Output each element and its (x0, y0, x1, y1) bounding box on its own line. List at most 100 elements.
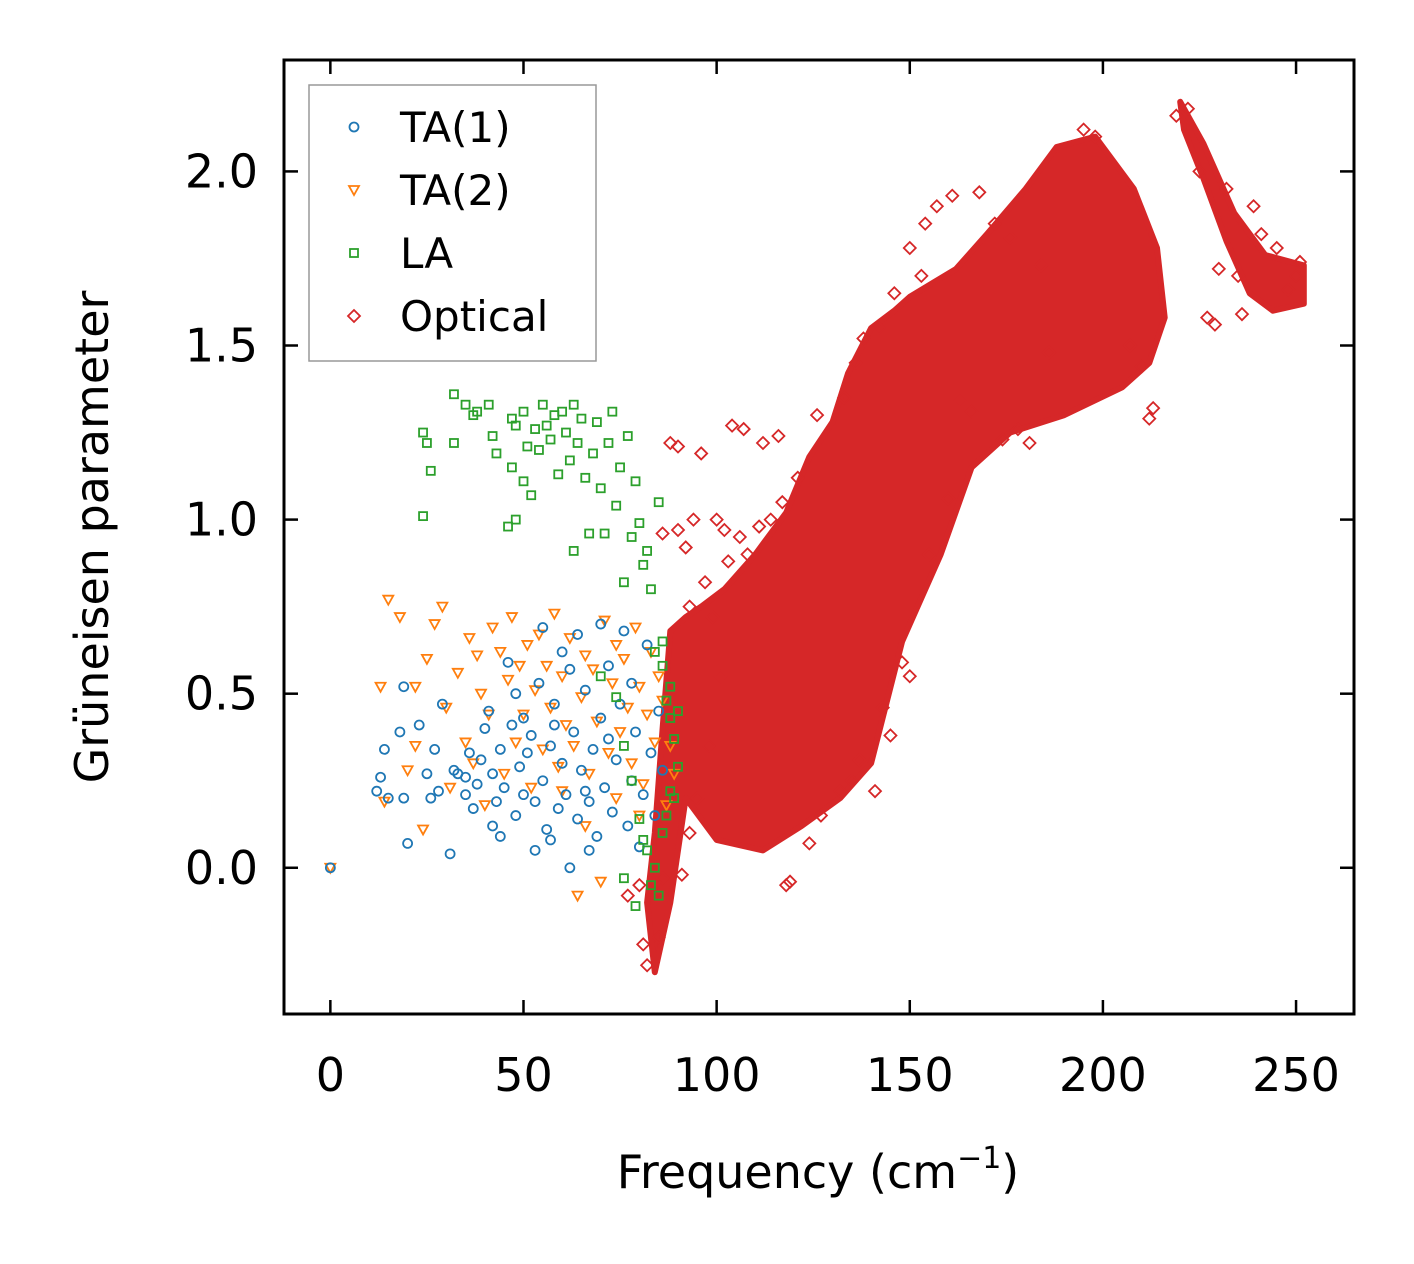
data-point (579, 684, 591, 696)
data-point (632, 681, 646, 694)
data-point (1288, 268, 1304, 284)
data-point (632, 810, 646, 823)
data-point (609, 793, 623, 805)
data-point (871, 320, 887, 336)
data-point (506, 719, 518, 731)
data-point (622, 820, 634, 832)
series-ta-1- (324, 618, 668, 874)
data-point (665, 713, 676, 723)
data-point (429, 743, 441, 755)
data-point (371, 785, 383, 797)
data-point (549, 410, 560, 421)
data-point (1002, 230, 1018, 245)
data-point (510, 688, 522, 700)
data-point (720, 554, 736, 569)
data-point (1145, 400, 1161, 416)
data-point (630, 901, 641, 911)
data-point (572, 813, 583, 825)
data-point (832, 783, 848, 799)
data-point (648, 737, 662, 750)
data-point (625, 758, 639, 771)
data-point (852, 752, 867, 768)
data-point (460, 789, 471, 801)
data-point (460, 399, 471, 410)
data-point (635, 937, 651, 952)
data-point (555, 786, 569, 799)
data-point (724, 418, 740, 433)
data-point (709, 512, 724, 527)
legend-marker-ta-1- (348, 121, 360, 133)
data-point (466, 758, 480, 771)
data-point (578, 821, 592, 833)
data-point (628, 622, 643, 635)
data-point (420, 653, 434, 666)
x-tick-label: 50 (494, 1048, 553, 1102)
data-point (541, 420, 552, 431)
data-point (587, 743, 599, 755)
data-point (606, 806, 618, 818)
legend-label: LA (400, 229, 453, 278)
data-point (875, 700, 891, 715)
data-point (510, 810, 522, 821)
data-point (619, 741, 629, 751)
data-point (483, 399, 494, 410)
data-point (713, 668, 728, 684)
data-point (555, 671, 569, 684)
data-point (1010, 421, 1026, 437)
data-point (491, 448, 502, 459)
data-point (894, 655, 910, 670)
y-axis-label: Grüneisen parameter (65, 290, 119, 783)
data-point (995, 432, 1010, 447)
x-tick-label: 200 (1059, 1048, 1147, 1102)
data-point (657, 764, 668, 776)
data-point (559, 720, 573, 732)
plot-frame (282, 58, 1356, 1016)
data-point (398, 792, 410, 804)
data-point (518, 476, 529, 487)
data-point (541, 824, 553, 835)
data-point (595, 671, 606, 682)
data-point (595, 483, 606, 494)
data-point (610, 754, 622, 766)
data-point (576, 764, 587, 776)
data-point (493, 646, 507, 659)
x-tick-label: 0 (316, 1048, 345, 1102)
data-point (529, 844, 541, 856)
data-point (603, 733, 614, 745)
data-point (682, 825, 697, 841)
data-point (524, 782, 538, 795)
data-point (483, 705, 495, 717)
data-point (537, 775, 549, 787)
data-point (449, 389, 459, 400)
data-point (751, 519, 767, 534)
data-point (534, 445, 544, 455)
optical-dense-region (1177, 98, 1307, 314)
data-point (479, 723, 491, 734)
data-point (486, 622, 500, 635)
data-point (470, 650, 484, 663)
data-point (669, 734, 680, 744)
x-tick-label: 100 (673, 1048, 761, 1102)
data-point (591, 831, 603, 842)
data-point (584, 528, 595, 539)
data-point (705, 609, 721, 625)
data-point (621, 702, 635, 715)
data-point (673, 761, 683, 772)
data-point (619, 577, 629, 588)
data-point (518, 406, 529, 417)
data-point (416, 824, 430, 837)
data-point (883, 728, 898, 743)
data-point (1207, 317, 1223, 332)
data-point (381, 594, 395, 607)
data-point (545, 834, 556, 846)
data-point (1134, 359, 1149, 374)
data-point (505, 612, 519, 624)
data-point (1219, 181, 1234, 197)
data-point (501, 674, 515, 687)
data-point (572, 629, 583, 640)
data-point (494, 831, 506, 842)
data-point (487, 768, 498, 780)
data-point (634, 814, 645, 824)
data-point (653, 705, 665, 717)
data-point (576, 413, 587, 424)
